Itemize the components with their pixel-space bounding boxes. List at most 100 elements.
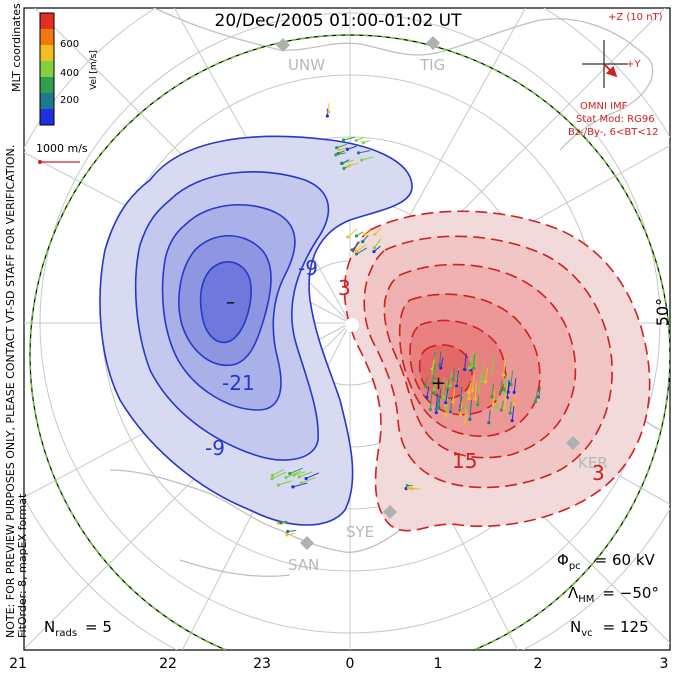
velocity-vector-tail <box>456 370 460 386</box>
velocity-vector-tail <box>452 368 455 380</box>
velocity-vector-origin <box>288 471 292 476</box>
velocity-vector-origin <box>406 486 411 490</box>
velocity-vector-origin <box>337 148 342 152</box>
station-ker-label: KER <box>578 454 608 472</box>
velocity-vector-origin <box>463 367 467 372</box>
velocity-vector-origin <box>325 114 329 118</box>
velocity-vector-origin <box>335 146 339 150</box>
velocity-vector-tail <box>468 358 472 369</box>
velocity-vector-tail <box>335 152 346 156</box>
velocity-vector-origin <box>491 402 495 406</box>
velocity-vector-tail <box>470 350 474 368</box>
mlt-tick-22: 22 <box>159 656 177 672</box>
velocity-vector-tail <box>513 393 517 405</box>
velocity-vector-origin <box>502 391 507 395</box>
velocity-vector-origin <box>490 371 494 375</box>
velocity-vector-tail <box>511 404 515 421</box>
velocity-vector-tail <box>343 136 355 141</box>
velocity-vector-origin <box>464 407 468 411</box>
velocity-vector-tail <box>499 380 503 393</box>
velocity-vector-origin <box>270 473 275 477</box>
velocity-vector-tail <box>513 378 517 393</box>
negative-cell <box>99 135 413 526</box>
velocity-vector-origin <box>487 421 491 425</box>
imf-stat-mod: Stat Mod: RG96 <box>576 114 655 125</box>
velocity-vector-origin <box>512 390 516 394</box>
velocity-vector-origin <box>372 246 376 250</box>
velocity-vector-origin <box>512 402 516 407</box>
velocity-vector-origin <box>354 138 358 143</box>
velocity-vector-origin <box>506 390 510 394</box>
mlt-axis: 21 22 23 0 1 2 3 <box>9 656 668 672</box>
velocity-vector-tail <box>452 388 456 402</box>
colorbar-segment <box>40 61 54 78</box>
velocity-vector-origin <box>458 413 463 417</box>
stats-panel: Φpc = 60 kV ΛHM = −50° Nvc = 125 Nrads = 5 <box>44 551 659 639</box>
colorbar-segment <box>40 109 54 126</box>
velocity-vector-origin <box>432 387 437 391</box>
velocity-vector-tail <box>432 363 436 384</box>
velocity-vector-tail <box>348 162 359 167</box>
velocity-vector-tail <box>361 156 374 161</box>
velocity-vector-tail <box>347 228 358 238</box>
velocity-vector-tail <box>432 356 436 374</box>
velocity-vector-tail <box>442 377 445 397</box>
velocity-vector-tail <box>510 370 514 385</box>
velocity-vector-tail <box>347 145 357 150</box>
imf-source: OMNI IMF <box>580 101 628 112</box>
velocity-vector-tail <box>429 390 433 410</box>
velocity-vector-tail <box>472 374 476 391</box>
velocity-vector-tail <box>336 143 347 149</box>
velocity-vector-tail <box>503 355 507 376</box>
velocity-vector-origin <box>363 232 367 236</box>
velocity-vector-tail <box>478 372 482 392</box>
colorbar-title: MLT coordinates <box>10 3 23 92</box>
velocity-vector-origin <box>494 405 498 410</box>
positive-cell <box>343 210 651 532</box>
velocity-vector-origin <box>502 406 507 410</box>
velocity-vector-origin <box>291 485 295 489</box>
velocity-vector-tail <box>465 392 469 410</box>
station-sye-marker <box>383 505 397 519</box>
mlt-tick-3: 3 <box>660 656 669 672</box>
velocity-vector-origin <box>304 476 308 481</box>
velocity-vector-origin <box>477 389 481 393</box>
velocity-vector-tail <box>271 471 287 480</box>
velocity-vector-origin <box>354 252 359 256</box>
velocity-vector-tail <box>484 367 489 382</box>
velocity-vector-tail <box>425 376 428 387</box>
velocity-vector-origin <box>297 475 301 479</box>
velocity-vector-origin <box>444 407 448 411</box>
velocity-vector-tail <box>356 244 367 252</box>
stat-phi-pc: Φpc = 60 kV <box>557 551 656 572</box>
velocity-vector-tail <box>445 389 449 403</box>
contour-label-pos-2: 15 <box>452 449 477 473</box>
velocity-vector-origin <box>372 249 376 254</box>
velocity-vector-origin <box>285 533 289 537</box>
velocity-vector-tail <box>474 355 477 367</box>
velocity-vector-tail <box>469 399 472 420</box>
velocity-vector-origin <box>509 382 513 387</box>
station-san-label: SAN <box>288 556 319 574</box>
fit-order-note: FitOrder: 8, mapEX format <box>16 493 29 638</box>
velocity-vector-tail <box>488 410 491 423</box>
velocity-vector-tail <box>358 150 371 154</box>
colorbar-segment <box>40 45 54 62</box>
velocity-vector-tail <box>299 471 313 478</box>
velocity-vector-tail <box>292 482 308 488</box>
velocity-vector-origin <box>299 481 303 485</box>
velocity-vector-origin <box>350 248 354 252</box>
velocity-vector-origin <box>467 390 471 395</box>
velocity-vector-tail <box>491 383 495 397</box>
velocity-vector-tail <box>356 247 368 255</box>
stat-n-vc: Nvc = 125 <box>570 618 649 639</box>
preview-note: NOTE: FOR PREVIEW PURPOSES ONLY, PLEASE … <box>4 145 17 638</box>
velocity-vector-origin <box>448 410 453 414</box>
velocity-vector-tail <box>351 241 360 251</box>
velocity-vector-tail <box>289 467 303 474</box>
velocity-vector-tail <box>440 357 444 369</box>
velocity-vector-origin <box>533 399 538 404</box>
velocity-vector-tail <box>482 362 485 382</box>
velocity-vector-origin <box>483 380 488 384</box>
